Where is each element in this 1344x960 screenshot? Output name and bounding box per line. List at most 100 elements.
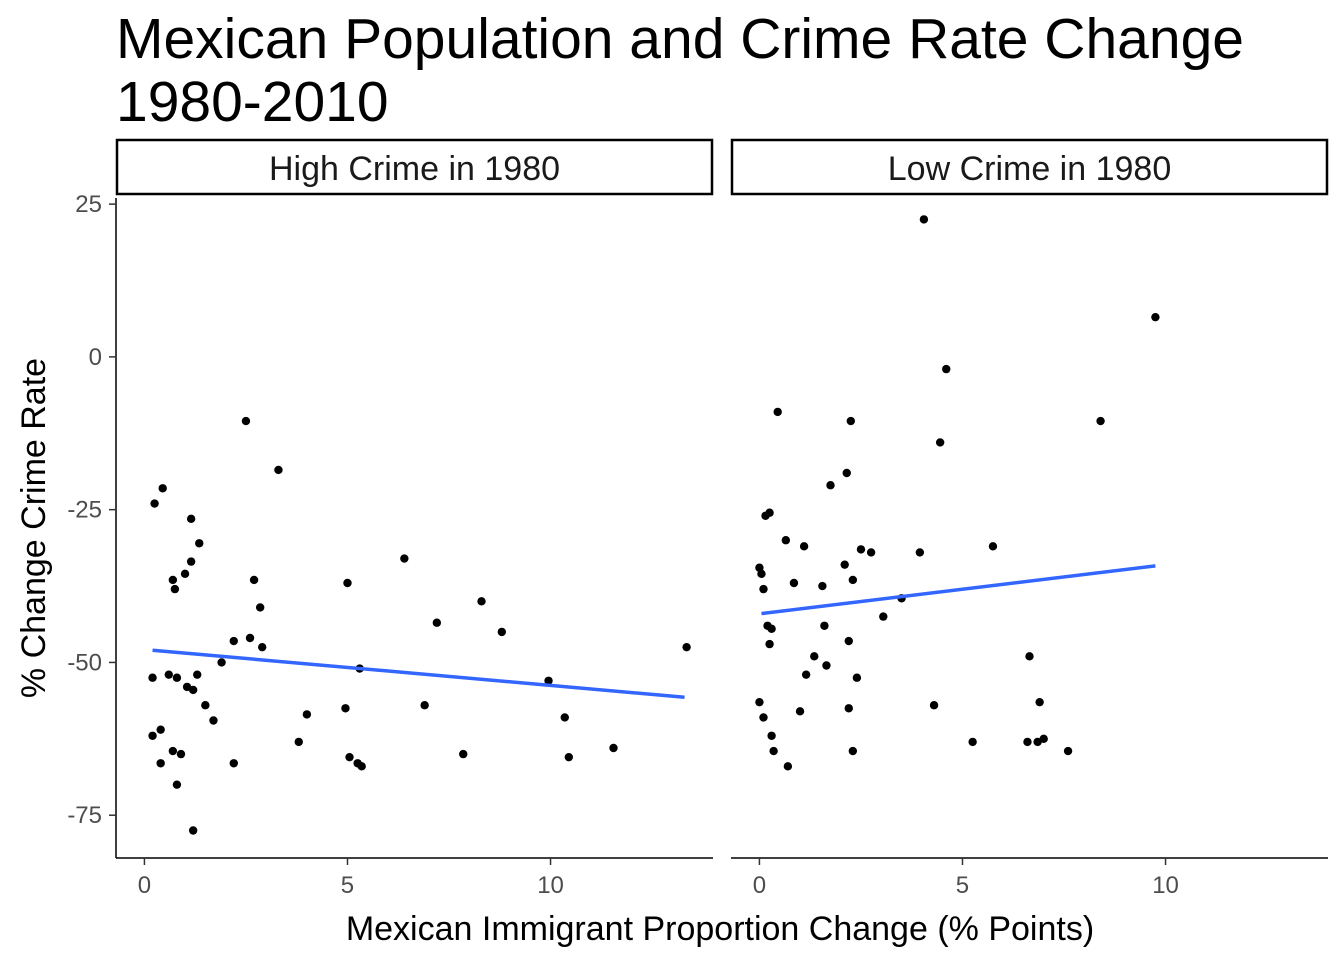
data-point: [432, 618, 442, 627]
y-axis: 25 0 -25 -50 -75: [67, 191, 117, 858]
data-point: [245, 633, 255, 643]
data-point: [844, 704, 853, 713]
data-point: [842, 468, 851, 478]
data-point: [249, 575, 259, 585]
data-point: [168, 746, 178, 756]
data-point: [459, 749, 468, 759]
data-point: [844, 636, 853, 646]
data-point: [420, 701, 429, 710]
data-point: [172, 673, 182, 682]
trend-line: [761, 564, 1156, 616]
data-point: [1035, 697, 1044, 707]
facet-panels: High Crime in 1980 0 5 10 Low Crime in 1980 0…: [115, 138, 1329, 899]
data-point: [1151, 312, 1160, 322]
x-axis-title: Mexican Immigrant Proportion Change (% P…: [346, 910, 1094, 948]
facet-strip-label: Low Crime in 1980: [888, 150, 1171, 188]
data-point: [765, 639, 774, 649]
data-point: [156, 725, 165, 734]
data-point: [942, 364, 951, 374]
x-tick-label: 10: [537, 872, 564, 899]
data-point: [783, 762, 793, 771]
chart-title-line-2: 1980-2010: [116, 70, 389, 134]
y-axis-title: % Change Crime Rate: [15, 358, 53, 698]
y-tick-label: -75: [67, 802, 102, 829]
data-point: [757, 569, 766, 579]
data-point: [935, 438, 945, 447]
data-point: [201, 701, 210, 710]
data-point: [168, 575, 178, 585]
data-point: [755, 697, 764, 707]
data-point: [188, 685, 198, 695]
data-point: [294, 737, 303, 747]
data-point: [759, 584, 768, 594]
data-point: [150, 499, 159, 508]
data-point: [302, 710, 312, 719]
data-point: [343, 578, 352, 588]
data-point: [609, 743, 618, 753]
x-tick-label: 5: [341, 872, 354, 899]
data-point: [400, 554, 409, 563]
x-tick-label: 0: [138, 872, 151, 899]
data-point: [148, 731, 157, 740]
data-point: [180, 569, 190, 579]
data-point: [767, 731, 776, 740]
data-point: [682, 642, 691, 652]
facet-strip: [115, 138, 714, 196]
data-point: [801, 670, 811, 679]
data-point: [345, 752, 354, 762]
data-point: [341, 704, 350, 713]
data-point: [799, 542, 809, 551]
data-point: [789, 578, 799, 588]
data-point: [879, 612, 888, 621]
data-point: [773, 407, 782, 417]
y-tick-label: 25: [75, 191, 102, 218]
chart-title-line-1: Mexican Population and Crime Rate Change: [116, 7, 1244, 71]
data-point: [968, 737, 977, 747]
data-point: [195, 539, 204, 548]
data-point: [769, 746, 778, 756]
data-point: [1096, 416, 1105, 426]
data-point: [172, 780, 182, 789]
data-point: [759, 713, 768, 722]
data-point: [186, 557, 196, 566]
facet-strip: [730, 138, 1329, 196]
data-point: [229, 636, 238, 646]
facet-panel: Low Crime in 1980 0 5 10: [730, 138, 1329, 899]
data-point: [848, 575, 858, 585]
data-point: [241, 416, 251, 426]
data-point: [188, 826, 198, 835]
data-point: [544, 676, 553, 685]
x-tick-label: 0: [753, 872, 766, 899]
data-point: [915, 548, 925, 557]
data-point: [1063, 746, 1073, 756]
y-tick-label: -50: [67, 649, 102, 676]
data-point: [193, 670, 202, 679]
data-point: [820, 621, 829, 630]
data-point: [919, 215, 929, 224]
data-point: [856, 545, 866, 554]
trend-line: [152, 648, 685, 700]
data-point: [852, 673, 862, 682]
data-point: [357, 762, 366, 771]
data-point: [148, 673, 157, 682]
data-point: [156, 759, 165, 768]
data-point: [274, 465, 283, 475]
data-point: [810, 652, 819, 661]
data-point: [497, 627, 507, 637]
data-point: [1039, 734, 1048, 744]
data-point: [840, 560, 849, 569]
data-point: [258, 642, 267, 652]
data-point: [229, 759, 238, 768]
facet-panel: High Crime in 1980 0 5 10: [115, 138, 714, 899]
data-point: [170, 584, 180, 594]
data-point: [795, 707, 805, 716]
x-tick-label: 5: [956, 872, 969, 899]
data-point: [988, 542, 998, 551]
y-tick-label: -25: [67, 497, 102, 524]
data-point: [848, 746, 858, 756]
data-point: [826, 481, 835, 490]
data-point: [1025, 652, 1034, 661]
data-point: [209, 716, 218, 725]
data-point: [765, 508, 774, 517]
